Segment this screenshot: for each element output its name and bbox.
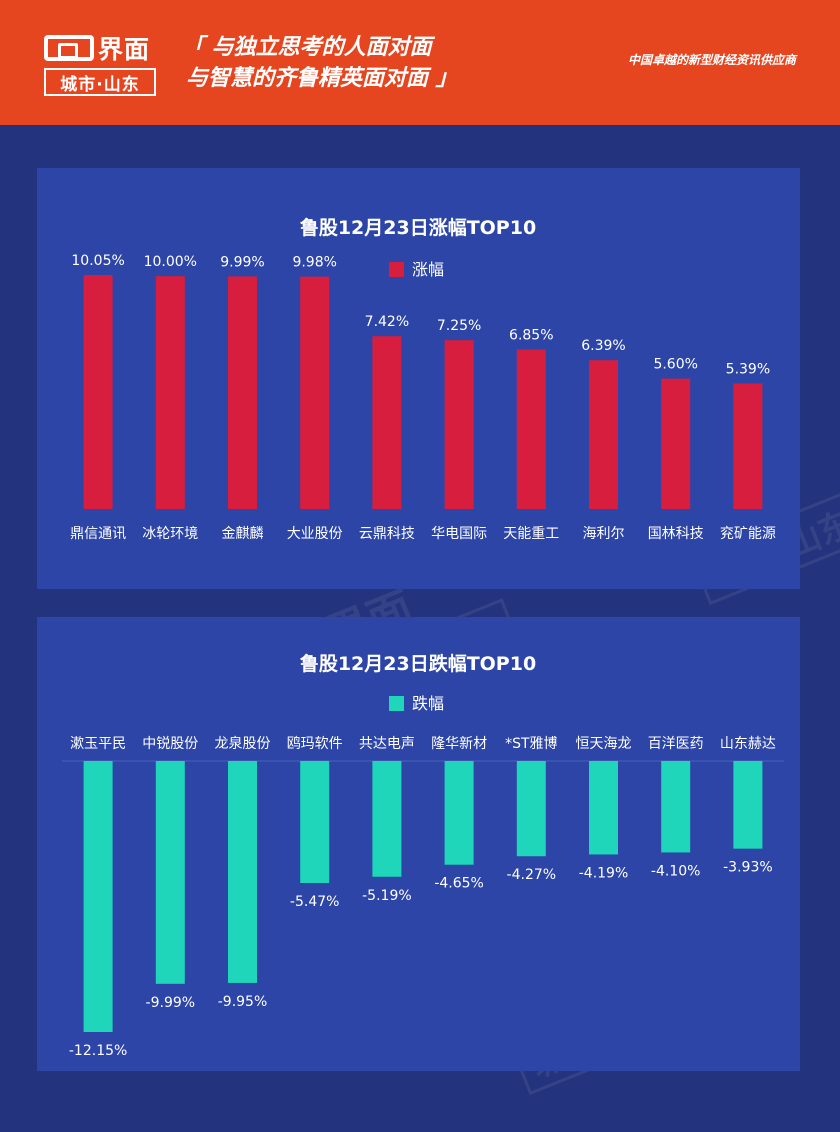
data-label: 9.98% xyxy=(292,255,336,271)
bar xyxy=(589,761,618,855)
category-label: 中锐股份 xyxy=(142,736,198,752)
category-label: 百洋医药 xyxy=(648,736,704,752)
data-label: 6.39% xyxy=(581,338,625,354)
category-label: 鼎信通讯 xyxy=(70,526,126,542)
bar xyxy=(516,349,546,509)
data-label: 7.42% xyxy=(365,314,409,330)
category-label: 冰轮环境 xyxy=(142,526,198,542)
slogan-line-2: 与智慧的齐鲁精英面对面 」 xyxy=(186,66,458,91)
data-label: -4.19% xyxy=(579,865,629,881)
category-label: 山东赫达 xyxy=(720,736,776,752)
tagline: 中国卓越的新型财经资讯供应商 xyxy=(627,53,796,67)
data-label: -4.10% xyxy=(651,863,701,879)
bar xyxy=(83,275,113,509)
bar xyxy=(733,383,763,509)
bar xyxy=(83,761,113,1032)
category-label: 隆华新材 xyxy=(431,736,487,752)
bar xyxy=(661,378,691,509)
logo-subtitle: 城市·山东 xyxy=(44,68,156,96)
legend-swatch xyxy=(389,696,404,711)
data-label: 6.85% xyxy=(509,328,553,344)
data-label: -5.47% xyxy=(290,894,340,910)
losers-chart-panel: 鲁股12月23日跌幅TOP10 跌幅 -12.15% 漱玉平民 -9.99% 中锐股份 -9… xyxy=(37,617,800,1071)
category-label: 鸥玛软件 xyxy=(287,735,343,752)
losers-chart: 鲁股12月23日跌幅TOP10 跌幅 -12.15% 漱玉平民 -9.99% 中锐股份 -9… xyxy=(62,652,784,1059)
chart-title: 鲁股12月23日涨幅TOP10 xyxy=(299,216,536,239)
category-label: 大业股份 xyxy=(287,526,343,542)
category-label: 漱玉平民 xyxy=(70,736,126,752)
data-label: -4.65% xyxy=(434,876,484,892)
data-label: 7.25% xyxy=(437,318,481,334)
bar xyxy=(372,761,402,877)
bar xyxy=(444,761,474,865)
bar xyxy=(661,761,691,853)
slogan: 「 与独立思考的人面对面 与智慧的齐鲁精英面对面 」 xyxy=(182,32,458,94)
category-label: 云鼎科技 xyxy=(359,526,415,542)
data-label: -3.93% xyxy=(723,860,773,876)
logo-word: 界面 xyxy=(98,35,151,64)
data-label: -12.15% xyxy=(69,1043,127,1059)
data-label: 5.60% xyxy=(653,357,697,373)
category-label: 国林科技 xyxy=(648,526,704,542)
data-label: -5.19% xyxy=(362,888,412,904)
bar xyxy=(300,761,330,884)
bar xyxy=(733,761,763,849)
bar xyxy=(155,761,185,984)
category-label: 龙泉股份 xyxy=(215,735,271,752)
bar xyxy=(228,276,257,509)
category-label: *ST雅博 xyxy=(505,735,557,752)
chart-title: 鲁股12月23日跌幅TOP10 xyxy=(299,652,536,675)
bar xyxy=(155,276,185,509)
logo-mark-icon xyxy=(44,35,94,61)
category-label: 天能重工 xyxy=(503,526,559,542)
bar xyxy=(516,761,546,857)
legend-swatch xyxy=(389,262,404,277)
category-label: 兖矿能源 xyxy=(720,526,776,542)
bar xyxy=(589,360,618,509)
bar xyxy=(372,336,402,509)
header-banner: 界面 城市·山东 「 与独立思考的人面对面 与智慧的齐鲁精英面对面 」 中国卓越… xyxy=(0,0,840,125)
data-label: 10.00% xyxy=(144,254,197,270)
jiemian-logo: 界面 城市·山东 xyxy=(44,30,160,98)
bar xyxy=(228,761,257,983)
data-label: -4.27% xyxy=(507,867,557,883)
gainers-chart: 鲁股12月23日涨幅TOP10 涨幅 10.05% 鼎信通讯 10.00% 冰轮环境 9.9… xyxy=(70,216,776,542)
category-label: 恒天海龙 xyxy=(576,736,632,752)
bar xyxy=(444,340,474,509)
data-label: 9.99% xyxy=(220,254,264,270)
category-label: 金麒麟 xyxy=(222,526,264,542)
category-label: 共达电声 xyxy=(359,736,415,752)
bar xyxy=(300,276,330,509)
gainers-chart-panel: 鲁股12月23日涨幅TOP10 涨幅 10.05% 鼎信通讯 10.00% 冰轮环境 9.9… xyxy=(37,168,800,589)
legend-label: 涨幅 xyxy=(412,260,444,279)
category-label: 华电国际 xyxy=(431,526,487,542)
data-label: 10.05% xyxy=(71,253,124,269)
slogan-line-1: 「 与独立思考的人面对面 xyxy=(182,35,432,60)
data-label: -9.95% xyxy=(218,994,268,1010)
legend-label: 跌幅 xyxy=(412,694,444,713)
data-label: 5.39% xyxy=(726,362,770,378)
data-label: -9.99% xyxy=(146,995,196,1011)
category-label: 海利尔 xyxy=(583,526,625,542)
